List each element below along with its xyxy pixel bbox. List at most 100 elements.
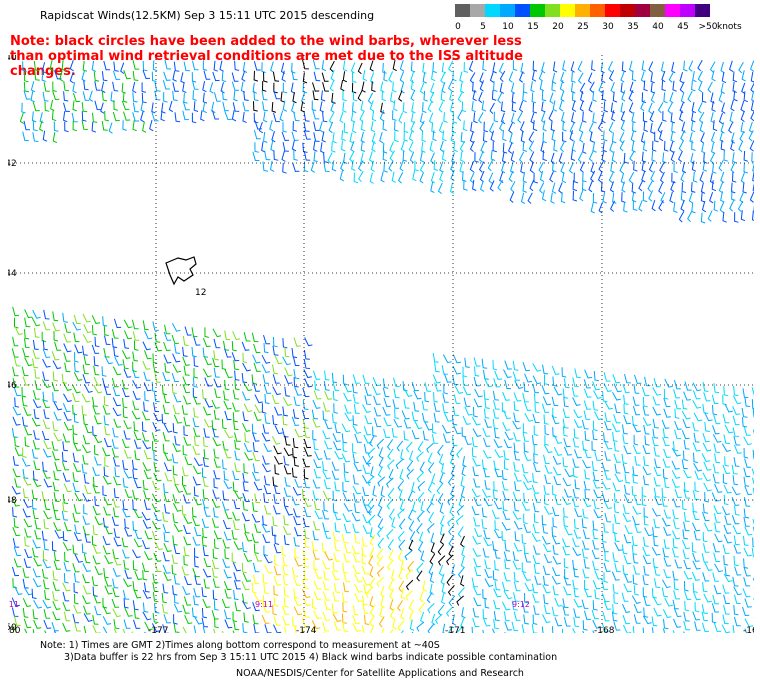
wind-barb: [202, 476, 209, 487]
wind-barb: [552, 506, 560, 517]
wind-barb: [710, 131, 716, 144]
wind-barb: [677, 150, 683, 163]
wind-barb: [243, 90, 249, 101]
wind-barb: [367, 504, 375, 516]
wind-barb: [162, 583, 169, 594]
wind-barb: [573, 529, 582, 539]
wind-barb: [312, 430, 317, 441]
wind-barb: [703, 522, 713, 532]
wind-barb: [702, 381, 709, 392]
wind-barb: [394, 408, 400, 419]
wind-barb: [650, 122, 655, 134]
wind-barb: [471, 101, 476, 113]
wind-barb: [280, 91, 285, 103]
wind-barb: [113, 628, 117, 633]
wind-barb: [493, 588, 502, 598]
wind-barb: [12, 566, 20, 577]
wind-barb: [463, 397, 471, 407]
wind-barb: [113, 619, 120, 630]
wind-barb: [492, 390, 499, 401]
wind-barb: [81, 463, 88, 474]
wind-barb: [233, 490, 243, 500]
wind-barb: [640, 71, 646, 83]
wind-barb: [738, 62, 744, 74]
wind-barb: [352, 615, 361, 625]
wind-barb: [653, 487, 660, 498]
wind-barb: [153, 392, 160, 403]
wind-barb: [733, 616, 741, 627]
wind-barb: [653, 477, 661, 487]
wind-barb: [34, 70, 40, 81]
wind-barb: [271, 102, 277, 113]
wind-barb: [83, 80, 89, 91]
wind-barb: [672, 630, 675, 633]
wind-barb: [172, 494, 180, 504]
wind-barb: [471, 488, 481, 498]
wind-barb: [739, 191, 745, 204]
wind-barb: [550, 120, 556, 132]
wind-barb: [621, 424, 628, 435]
wind-barb: [352, 553, 361, 563]
wind-barb: [642, 575, 649, 586]
wind-barb: [723, 434, 730, 444]
wind-barb: [360, 120, 366, 132]
wind-barb: [81, 405, 87, 416]
wind-barb: [14, 317, 19, 329]
wind-barb: [171, 554, 178, 564]
wind-barb: [513, 542, 522, 552]
wind-barb: [604, 470, 611, 480]
wind-barb: [600, 181, 606, 193]
wind-barb: [94, 605, 102, 616]
wind-barb: [283, 455, 290, 466]
wind-barb: [642, 627, 645, 633]
wind-barb: [744, 618, 754, 628]
wind-barb: [323, 631, 326, 633]
wind-barb: [242, 422, 251, 432]
wind-barb: [737, 200, 744, 213]
wind-barb: [732, 576, 739, 587]
wind-barb: [132, 351, 139, 362]
wind-barb: [712, 404, 718, 416]
wind-barb: [563, 507, 569, 518]
wind-barb: [154, 373, 161, 383]
wind-barb: [611, 110, 616, 122]
wind-barb: [681, 182, 687, 194]
wind-barb: [593, 420, 598, 432]
wind-barb: [193, 377, 199, 388]
wind-barb: [222, 519, 231, 530]
footer-note-2: 3)Data buffer is 22 hrs from Sep 3 15:11…: [64, 652, 558, 663]
wind-barb: [453, 425, 462, 435]
wind-barb: [369, 151, 374, 163]
wind-barb: [223, 449, 232, 459]
wind-barb: [258, 121, 263, 134]
wind-barb: [743, 508, 750, 519]
wind-barb: [253, 481, 263, 491]
wind-barb: [202, 527, 208, 539]
wind-barb: [231, 352, 240, 362]
wind-barb: [483, 537, 492, 547]
wind-barb: [564, 526, 573, 536]
wind-barb: [692, 171, 698, 183]
chatham-islands: 12: [165, 256, 206, 298]
wind-barb: [244, 532, 253, 542]
wind-barb: [142, 411, 150, 421]
wind-barb: [303, 498, 312, 508]
wind-barb: [393, 377, 400, 387]
wind-barb: [614, 562, 621, 573]
wind-barb: [113, 537, 122, 547]
wind-barb: [111, 448, 119, 458]
wind-barb: [442, 403, 449, 414]
wind-barb: [352, 415, 358, 426]
wind-barb: [744, 628, 748, 633]
wind-barb: [72, 384, 81, 394]
wind-barb: [683, 450, 688, 461]
wind-barb: [232, 102, 240, 112]
wind-barb: [464, 435, 472, 445]
wind-barb: [202, 338, 211, 348]
wind-barb: [254, 523, 262, 533]
wind-barb: [588, 180, 593, 193]
wind-barb: [520, 162, 525, 174]
wind-barb: [562, 418, 569, 429]
wind-barb: [673, 590, 680, 600]
wind-barb: [427, 623, 435, 633]
